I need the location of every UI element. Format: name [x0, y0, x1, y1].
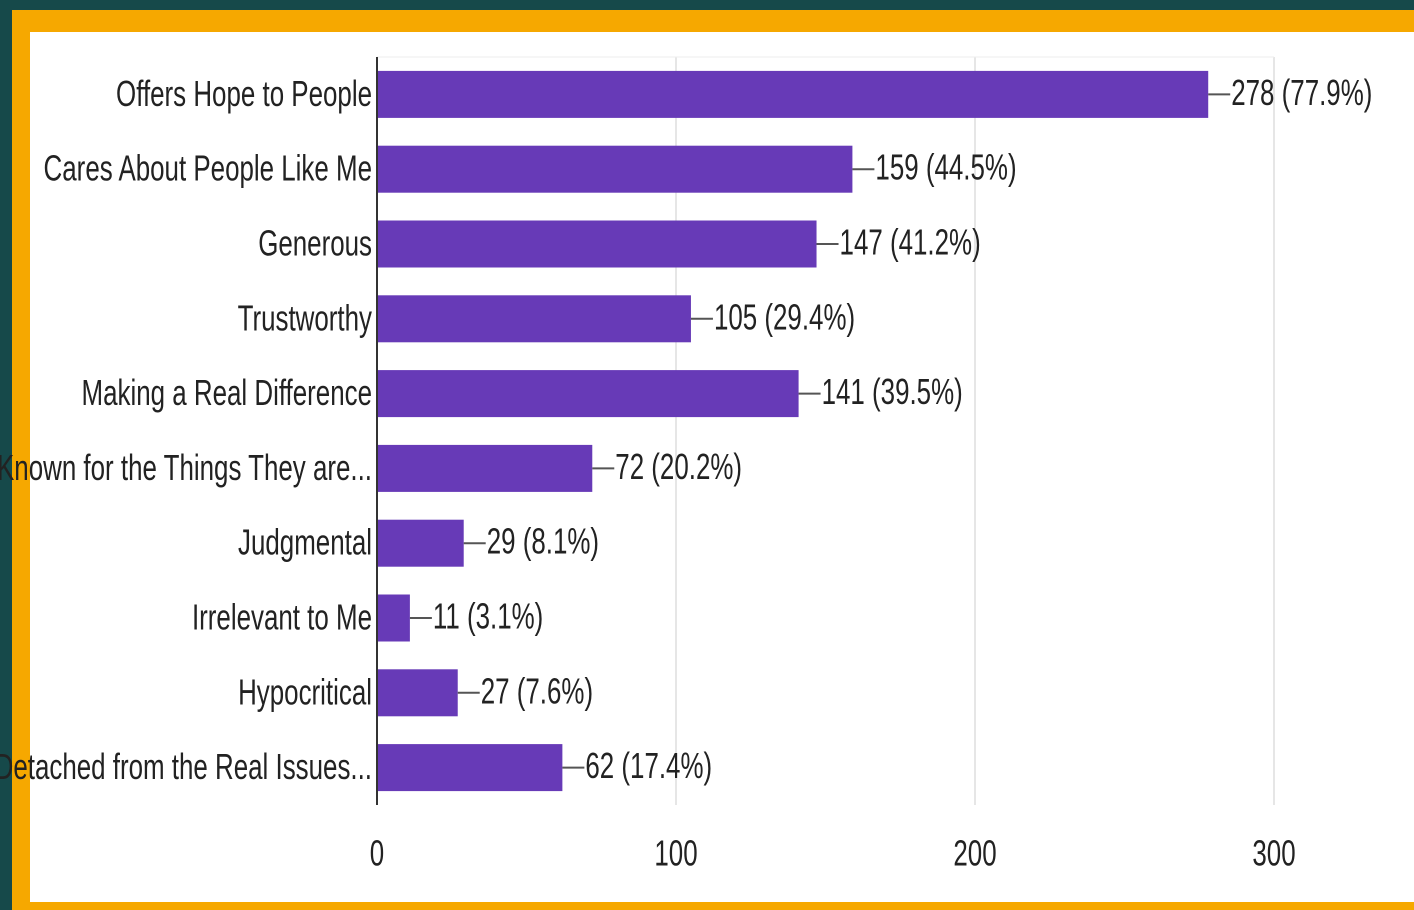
- y-tick-label: Trustworthy: [238, 298, 373, 338]
- bar: [377, 370, 799, 418]
- value-label: 27 (7.6%): [481, 671, 593, 711]
- value-label: 147 (41.2%): [840, 222, 981, 262]
- value-label: 278 (77.9%): [1231, 73, 1372, 113]
- bar: [377, 744, 563, 792]
- y-tick-label: Judgmental: [238, 523, 372, 563]
- bar: [377, 295, 691, 343]
- y-tick-label: Irrelevant to Me: [192, 597, 372, 637]
- y-tick-label: Detached from the Real Issues...: [0, 747, 372, 787]
- value-label: 72 (20.2%): [615, 447, 742, 487]
- x-tick-label: 300: [1252, 833, 1295, 873]
- value-label: 29 (8.1%): [487, 522, 599, 562]
- x-tick-label: 0: [370, 833, 384, 873]
- value-label: 105 (29.4%): [714, 297, 855, 337]
- y-tick-label: Known for the Things They are...: [0, 448, 372, 488]
- bar: [377, 594, 410, 642]
- y-tick-label: Generous: [258, 223, 372, 263]
- y-tick-label: Making a Real Difference: [82, 373, 372, 413]
- x-tick-label: 200: [953, 833, 996, 873]
- y-tick-label: Hypocritical: [238, 672, 372, 712]
- bar: [377, 669, 458, 717]
- y-tick-label: Cares About People Like Me: [44, 149, 372, 189]
- value-label: 159 (44.5%): [875, 148, 1016, 188]
- x-tick-label: 100: [654, 833, 697, 873]
- bar: [377, 70, 1209, 118]
- value-label: 141 (39.5%): [822, 372, 963, 412]
- y-tick-label: Offers Hope to People: [116, 74, 372, 114]
- value-label: 11 (3.1%): [433, 596, 543, 636]
- bar: [377, 444, 593, 492]
- bar: [377, 145, 853, 193]
- value-label: 62 (17.4%): [585, 746, 712, 786]
- bar: [377, 519, 464, 567]
- bar: [377, 220, 817, 268]
